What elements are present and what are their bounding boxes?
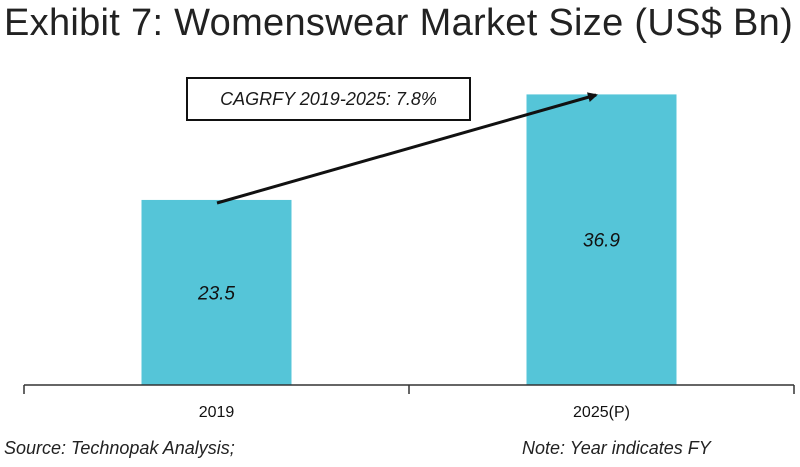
- cagr-annotation-box: CAGRFY 2019-2025: 7.8%: [186, 77, 471, 121]
- source-note: Source: Technopak Analysis;: [4, 438, 235, 458]
- data-label: 23.5: [197, 283, 235, 304]
- x-tick-label: 2025(P): [573, 404, 630, 421]
- x-tick-label: 2019: [199, 404, 235, 421]
- fy-note: Note: Year indicates FY: [522, 438, 711, 458]
- chart-title: Exhibit 7: Womenswear Market Size (US$ B…: [4, 2, 794, 44]
- data-label: 36.9: [583, 231, 620, 252]
- bar-2019: [141, 199, 292, 385]
- growth-arrow: [216, 92, 598, 205]
- bar-2025-p-: [526, 94, 677, 385]
